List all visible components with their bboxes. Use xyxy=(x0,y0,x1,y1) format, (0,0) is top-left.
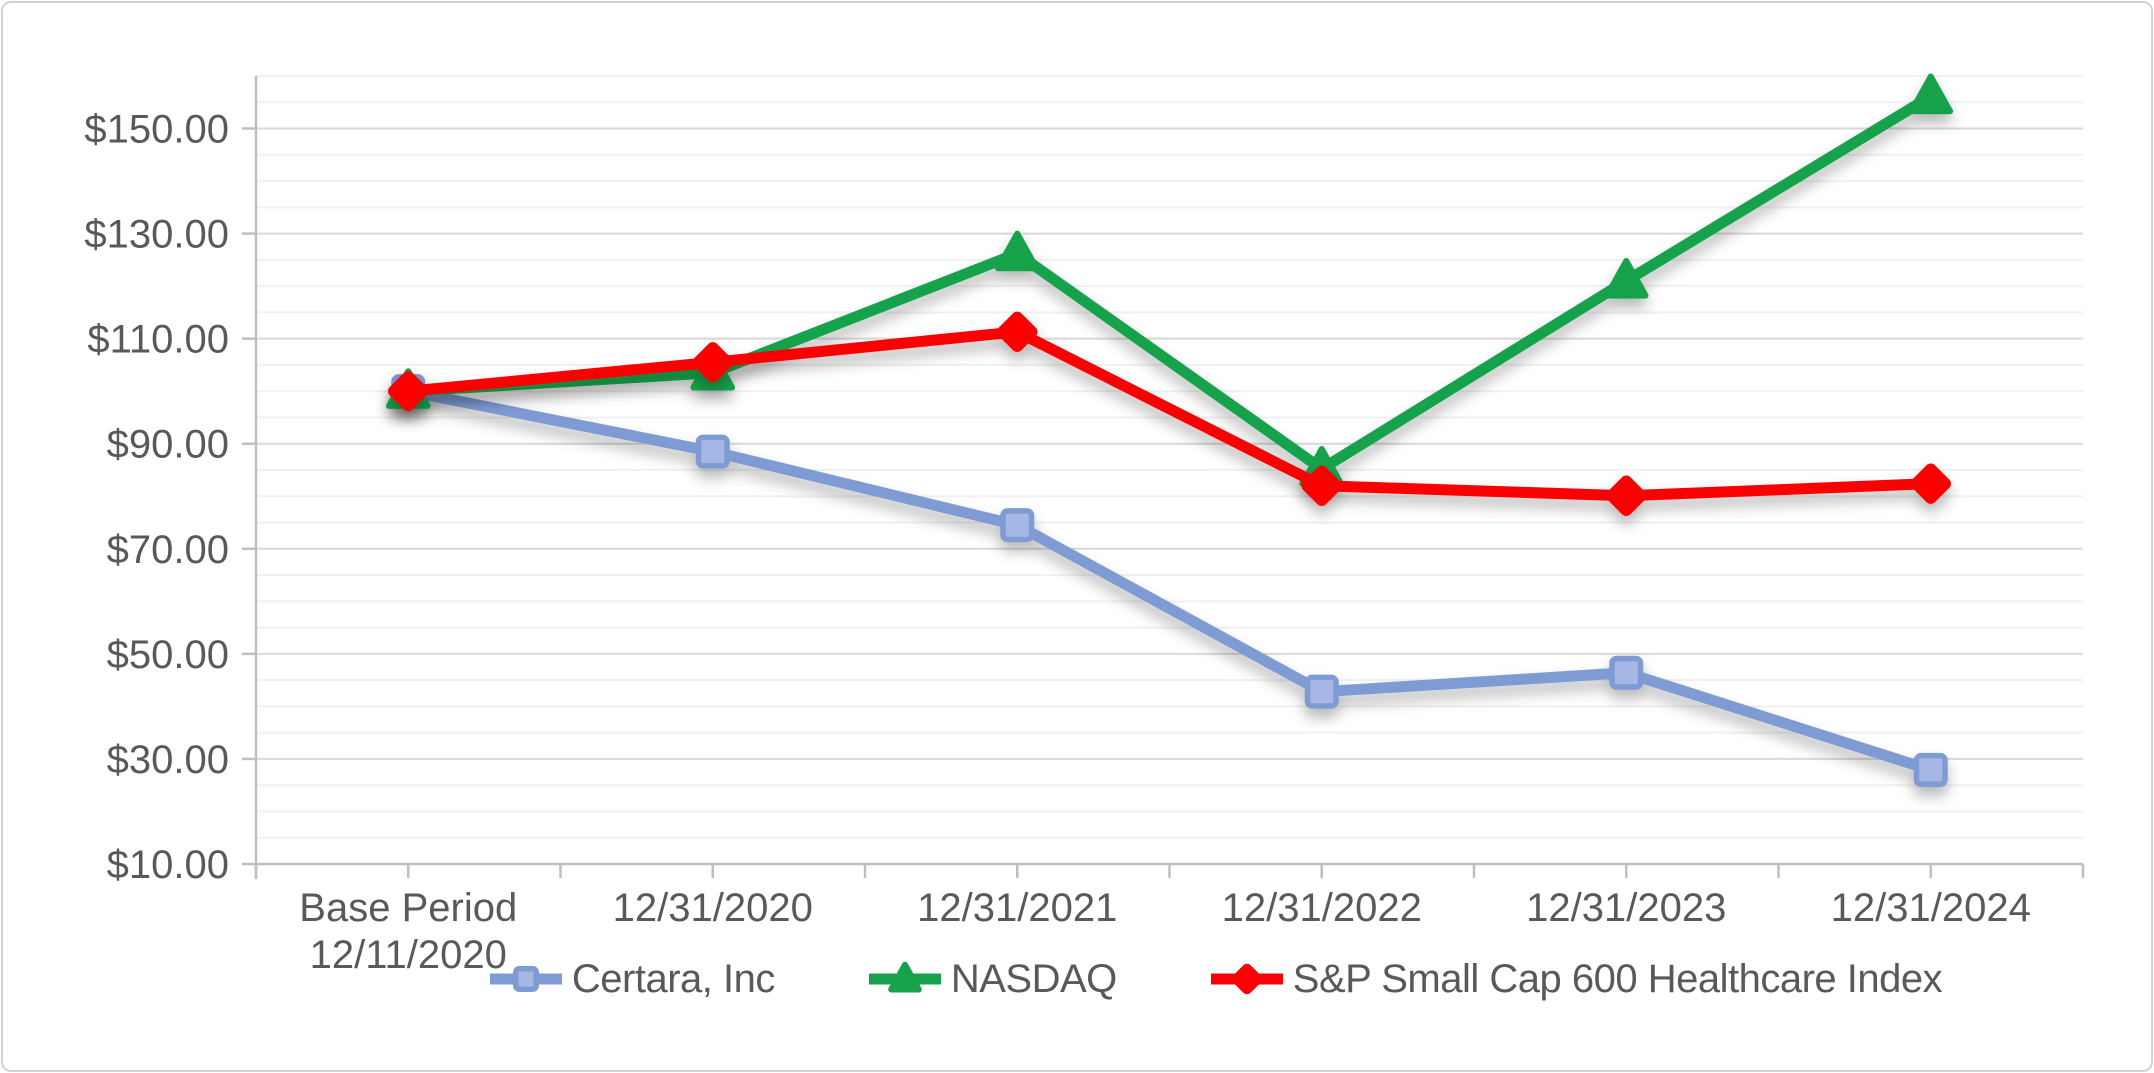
chart-legend: Certara, Inc NASDAQ S&P Small Cap 600 Heal… xyxy=(303,949,2127,1009)
legend-marker-diamond-icon xyxy=(1210,963,1283,995)
y-tick-label: $150.00 xyxy=(84,108,229,152)
diamond-marker xyxy=(1606,475,1647,516)
legend-marker-square-icon xyxy=(489,966,562,992)
square-marker xyxy=(1304,674,1339,709)
square-marker xyxy=(1609,655,1644,690)
diamond-marker xyxy=(692,342,733,383)
diamond-marker xyxy=(1231,963,1263,995)
x-tick-label: 12/31/2022 xyxy=(1222,886,1422,930)
triangle-marker xyxy=(1908,73,1954,115)
y-tick-label: $10.00 xyxy=(107,843,229,887)
y-tick-label: $50.00 xyxy=(107,633,229,677)
legend-item-s-p-small-cap-600-healthcare-index: S&P Small Cap 600 Healthcare Index xyxy=(1209,956,1943,1002)
x-tick-label: 12/31/2024 xyxy=(1831,886,2031,930)
series-line xyxy=(407,326,1931,502)
y-tick-label: $30.00 xyxy=(107,738,229,782)
legend-item-nasdaq: NASDAQ xyxy=(867,956,1117,1002)
series-line xyxy=(407,385,1933,776)
plot-area: $10.00 $30.00 $50.00 $70.00 $90.00 $110.00 $13… xyxy=(84,73,2085,977)
square-marker xyxy=(512,966,539,992)
y-tick-label: $70.00 xyxy=(107,528,229,572)
square-marker xyxy=(1913,752,1948,787)
legend-label: NASDAQ xyxy=(950,956,1117,1001)
y-tick-label: $90.00 xyxy=(107,423,229,467)
square-marker xyxy=(1000,508,1035,543)
y-axis-labels: $10.00 $30.00 $50.00 $70.00 $90.00 $110.00 $13… xyxy=(84,108,229,887)
gridlines xyxy=(256,75,2083,839)
x-tick-label: 12/11/2020 xyxy=(310,933,507,977)
x-tick-label: Base Period xyxy=(299,886,517,930)
legend-marker-triangle-icon xyxy=(868,961,941,993)
y-tick-label: $110.00 xyxy=(87,318,229,362)
triangle-marker xyxy=(994,230,1040,272)
x-tick-label: 12/31/2023 xyxy=(1526,886,1726,930)
legend-label: Certara, Inc xyxy=(571,956,775,1001)
series-line xyxy=(407,91,1934,475)
diamond-marker xyxy=(1910,463,1951,504)
diamond-marker xyxy=(388,371,429,412)
x-tick-label: 12/31/2021 xyxy=(917,886,1117,930)
diamond-marker xyxy=(1301,465,1342,506)
axes xyxy=(242,76,2085,879)
series-s-p-small-cap-600-healthcare-index xyxy=(388,311,1951,516)
triangle-marker xyxy=(1603,257,1649,299)
y-tick-label: $130.00 xyxy=(84,213,229,257)
series-nasdaq xyxy=(385,73,1954,487)
square-marker xyxy=(695,434,730,469)
legend-label: S&P Small Cap 600 Healthcare Index xyxy=(1292,956,1943,1001)
x-tick-label: 12/31/2020 xyxy=(613,886,813,930)
triangle-marker xyxy=(888,961,922,993)
diamond-marker xyxy=(997,311,1038,353)
series-certara-inc xyxy=(391,374,1948,787)
legend-item-certara-inc: Certara, Inc xyxy=(488,956,775,1002)
